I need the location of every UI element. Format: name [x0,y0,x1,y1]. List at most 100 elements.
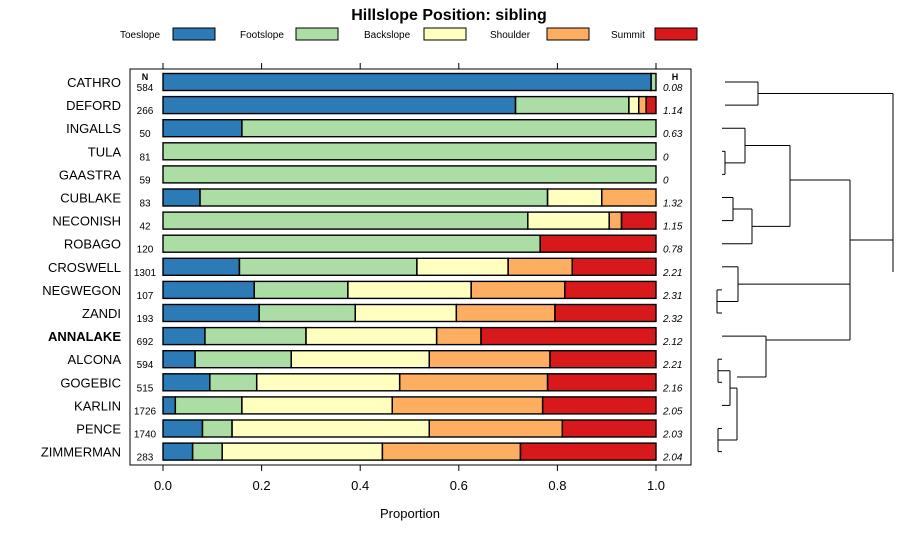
n-value: 584 [137,83,154,94]
bar-row-croswell: CROSWELL 1301 2.21 [48,257,682,279]
plot-frame [129,68,692,466]
bar-row-neconish: NECONISH 42 1.15 [52,211,683,233]
row-label: DEFORD [66,98,121,113]
bar-segment-shoulder [609,212,622,230]
bar-segment-footslope [239,258,417,276]
bar-segment-toeslope [163,443,193,461]
bar-segment-toeslope [163,258,240,276]
bar-row-zimmerman: ZIMMERMAN 283 2.04 [41,442,683,464]
bar-segment-backslope [547,189,602,206]
bar-segment-summit [621,212,656,230]
bar-segment-border [620,211,657,230]
bar-segment-toeslope [163,73,652,91]
h-value: 0 [663,152,669,163]
bar-row-zandi: ZANDI 193 2.32 [82,303,683,325]
bar-segment-border [601,188,657,207]
h-value: 1.32 [663,199,683,210]
row-label: ZIMMERMAN [41,445,121,460]
bar-segment-footslope [163,212,528,230]
legend-label-summit: Summit [611,30,645,41]
bar-segment-footslope [254,281,348,299]
bar-segment-footslope [651,73,656,91]
bar-segment-border [519,442,657,461]
n-value: 594 [137,360,154,371]
row-label: ALCONA [68,352,122,367]
bar-segment-footslope [192,443,223,461]
bar-segment-footslope [202,420,233,437]
bar-segment-border [549,350,657,369]
bar-segment-border [650,72,657,92]
bar-segment-toeslope [163,96,516,114]
n-value: 107 [137,291,154,302]
x-tick-label: 0.2 [253,478,271,493]
bar-row-gogebic: GOGEBIC 515 2.16 [60,373,683,394]
bar-segment-footslope [163,165,656,183]
bar-row-ingalls: INGALLS 50 0.63 [66,118,683,140]
row-label: GAASTRA [59,167,121,182]
bar-segment-footslope [241,119,656,137]
bar-segment-summit [564,281,656,299]
n-header: N [142,72,149,82]
n-value: 515 [137,383,154,394]
n-value: 83 [139,199,151,210]
bar-segment-border [480,326,657,346]
bar-row-alcona: ALCONA 594 2.21 [68,350,682,371]
bar-segment-shoulder [392,396,543,414]
bar-segment-border [162,142,657,161]
x-tick-label: 1.0 [647,478,665,493]
bar-segment-backslope [355,304,457,322]
h-value: 0.78 [663,245,683,256]
row-label: TULA [88,144,122,159]
x-axis: 0.0 0.2 0.4 0.6 0.8 1.0 [154,63,665,493]
row-label: NECONISH [52,214,121,229]
h-value: 0.63 [663,129,683,140]
bar-segment-summit [562,420,656,437]
h-value: 2.31 [662,291,682,302]
bar-row-annalake: ANNALAKE 692 2.12 [48,326,683,348]
x-tick-label: 0.6 [450,478,468,493]
bar-segment-toeslope [163,327,205,345]
bar-segment-shoulder [399,373,548,391]
bar-segment-summit [547,373,656,391]
h-value: 2.16 [662,383,683,394]
bar-segment-footslope [163,142,656,160]
h-value: 2.32 [662,314,683,325]
legend-label-toeslope: Toeslope [120,30,160,41]
bar-segment-footslope [175,396,242,414]
bar-segment-footslope [209,373,257,391]
bar-row-negwegon: NEGWEGON 107 2.31 [42,280,682,302]
n-value: 81 [139,152,151,163]
bar-segment-backslope [527,212,610,230]
bar-segment-footslope [259,304,356,322]
h-value: 2.21 [662,360,682,371]
h-value: 1.15 [663,222,683,233]
legend-label-backslope: Backslope [364,30,411,41]
bar-segment-footslope [204,327,306,345]
h-value: 0 [663,175,669,186]
h-value: 0.08 [663,83,683,94]
h-value: 2.03 [662,430,683,441]
h-value: 2.12 [662,337,683,348]
h-value: 1.14 [663,106,683,117]
bar-segment-toeslope [163,373,210,391]
n-value: 50 [139,129,151,140]
bar-segment-border [546,373,657,392]
bar-segment-toeslope [163,119,242,137]
row-label: INGALLS [66,121,121,136]
bar-segment-shoulder [471,281,565,299]
row-label: CUBLAKE [60,191,121,206]
bar-segment-border [539,234,657,253]
row-label: NEGWEGON [42,283,121,298]
bar-row-gaastra: GAASTRA 59 0 [59,165,669,186]
bar-segment-toeslope [163,350,196,368]
bar-segment-summit [480,327,656,345]
chart-title: Hillslope Position: sibling [351,7,547,24]
bar-segment-backslope [222,443,383,461]
legend-label-footslope: Footslope [240,30,284,41]
bar-segment-summit [554,304,656,322]
bar-segment-summit [646,96,656,114]
bar-segment-backslope [347,281,472,299]
bar-segment-border [645,95,657,115]
legend-swatch-summit [654,27,698,41]
